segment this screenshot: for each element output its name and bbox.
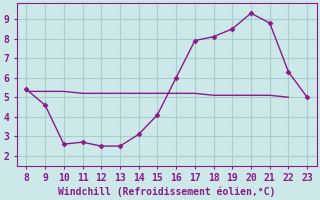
- X-axis label: Windchill (Refroidissement éolien,°C): Windchill (Refroidissement éolien,°C): [58, 186, 276, 197]
